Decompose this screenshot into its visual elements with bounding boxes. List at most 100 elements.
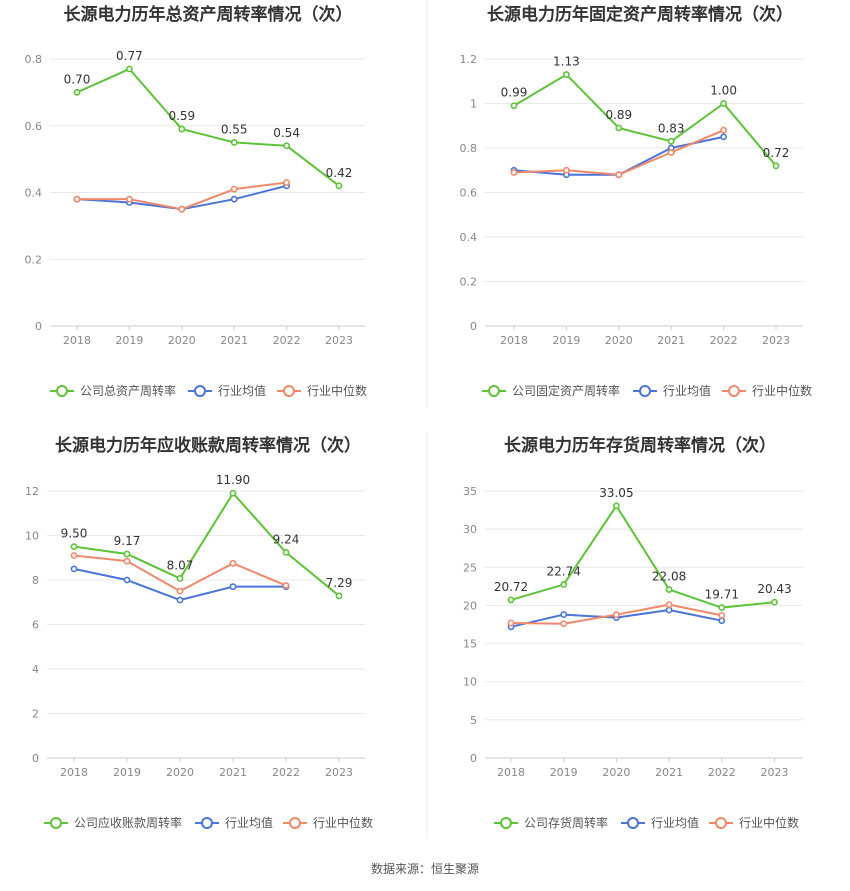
y-tick-label: 4 — [32, 663, 39, 676]
company-data-point — [510, 102, 518, 110]
data-label: 20.72 — [494, 580, 528, 594]
x-tick-label: 2019 — [550, 766, 578, 779]
legend-marker-icon[interactable] — [488, 385, 500, 397]
industry-average-point — [123, 576, 131, 584]
data-label: 7.29 — [326, 576, 353, 590]
company-data-point — [73, 88, 81, 96]
industry-average-point — [665, 606, 673, 614]
company-data-point — [613, 502, 620, 510]
legend-label[interactable]: 行业中位数 — [313, 815, 373, 830]
company-data-point — [507, 596, 515, 604]
legend-label[interactable]: 公司总资产周转率 — [80, 383, 176, 398]
legend-label[interactable]: 公司固定资产周转率 — [512, 383, 620, 398]
industry-median-point — [665, 601, 673, 609]
y-tick-label: 0.4 — [460, 231, 478, 244]
x-tick-label: 2023 — [762, 334, 790, 347]
x-tick-label: 2021 — [219, 766, 247, 779]
legend-marker-icon[interactable] — [639, 385, 651, 397]
industry-median-point — [230, 185, 238, 193]
industry-average-point — [230, 195, 238, 203]
industry-median-line — [513, 129, 724, 176]
data-label: 33.05 — [599, 486, 633, 500]
legend-marker-icon[interactable] — [627, 817, 639, 829]
company-data-point — [772, 162, 780, 170]
data-label: 22.74 — [547, 565, 581, 579]
x-tick-label: 2022 — [272, 766, 300, 779]
x-tick-label: 2023 — [325, 766, 353, 779]
data-label: 11.90 — [216, 473, 250, 487]
company-series-line — [510, 504, 775, 609]
company-data-point — [667, 137, 675, 145]
industry-median-point — [507, 619, 515, 627]
legend-marker-icon[interactable] — [289, 817, 301, 829]
industry-median-point — [667, 149, 675, 156]
y-tick-label: 0.6 — [460, 187, 478, 200]
industry-median-point — [615, 171, 623, 179]
industry-median-point — [563, 166, 570, 174]
legend-marker-icon[interactable] — [201, 817, 213, 829]
legend-marker-icon[interactable] — [715, 817, 727, 829]
data-label: 0.42 — [326, 166, 353, 180]
company-data-point — [720, 100, 727, 107]
y-tick-label: 0.8 — [460, 142, 478, 155]
x-tick-label: 2021 — [657, 334, 685, 347]
legend-label[interactable]: 行业均值 — [218, 383, 266, 398]
data-label: 22.08 — [652, 570, 686, 584]
industry-median-point — [283, 179, 290, 186]
y-tick-label: 0.2 — [460, 276, 478, 289]
y-tick-label: 2 — [32, 708, 39, 721]
legend-marker-icon[interactable] — [194, 385, 206, 397]
industry-average-line — [76, 184, 287, 211]
industry-median-point — [229, 559, 237, 567]
company-data-point — [563, 71, 570, 78]
industry-median-point — [613, 611, 620, 618]
y-tick-label: 20 — [463, 599, 477, 612]
y-tick-label: 10 — [463, 676, 477, 689]
legend-marker-icon[interactable] — [283, 385, 295, 397]
legend-label[interactable]: 公司存货周转率 — [524, 815, 608, 830]
x-tick-label: 2019 — [115, 334, 143, 347]
data-label: 0.70 — [64, 72, 91, 86]
legend-label[interactable]: 行业均值 — [663, 383, 711, 398]
x-tick-label: 2023 — [325, 334, 353, 347]
legend-marker-icon[interactable] — [56, 385, 68, 397]
x-tick-label: 2021 — [220, 334, 248, 347]
industry-median-point — [720, 126, 727, 134]
x-tick-label: 2023 — [761, 766, 789, 779]
legend-marker-icon[interactable] — [728, 385, 740, 397]
y-tick-label: 0 — [470, 320, 477, 333]
legend-label[interactable]: 行业均值 — [225, 815, 273, 830]
company-data-point — [123, 550, 131, 558]
industry-average-point — [720, 133, 727, 141]
industry-median-line — [77, 181, 287, 211]
industry-average-point — [176, 596, 184, 604]
legend-label[interactable]: 行业中位数 — [752, 383, 812, 398]
x-tick-label: 2022 — [708, 766, 736, 779]
data-label: 0.89 — [605, 108, 632, 122]
data-label: 9.17 — [114, 534, 141, 548]
industry-average-line — [73, 567, 286, 602]
legend-label[interactable]: 行业均值 — [651, 815, 699, 830]
legend-label[interactable]: 行业中位数 — [307, 383, 367, 398]
industry-average-point — [70, 565, 78, 573]
company-data-point — [70, 543, 78, 551]
y-tick-label: 6 — [32, 619, 39, 632]
legend-label[interactable]: 公司应收账款周转率 — [74, 815, 182, 830]
industry-average-point — [718, 617, 726, 625]
company-series-line — [73, 492, 340, 597]
company-data-point — [125, 65, 133, 73]
y-tick-label: 0 — [32, 752, 39, 765]
data-label: 1.13 — [553, 55, 580, 69]
data-label: 20.43 — [757, 582, 791, 596]
legend-label[interactable]: 行业中位数 — [739, 815, 799, 830]
chart-title: 长源电力历年总资产周转率情况（次） — [64, 4, 353, 25]
industry-median-point — [73, 195, 81, 203]
x-tick-label: 2018 — [63, 334, 91, 347]
company-data-point — [282, 549, 290, 556]
industry-median-point — [125, 195, 133, 203]
y-tick-label: 10 — [25, 530, 39, 543]
industry-median-point — [560, 620, 568, 628]
data-label: 9.50 — [61, 527, 88, 541]
legend-marker-icon[interactable] — [500, 817, 512, 829]
legend-marker-icon[interactable] — [50, 817, 62, 829]
